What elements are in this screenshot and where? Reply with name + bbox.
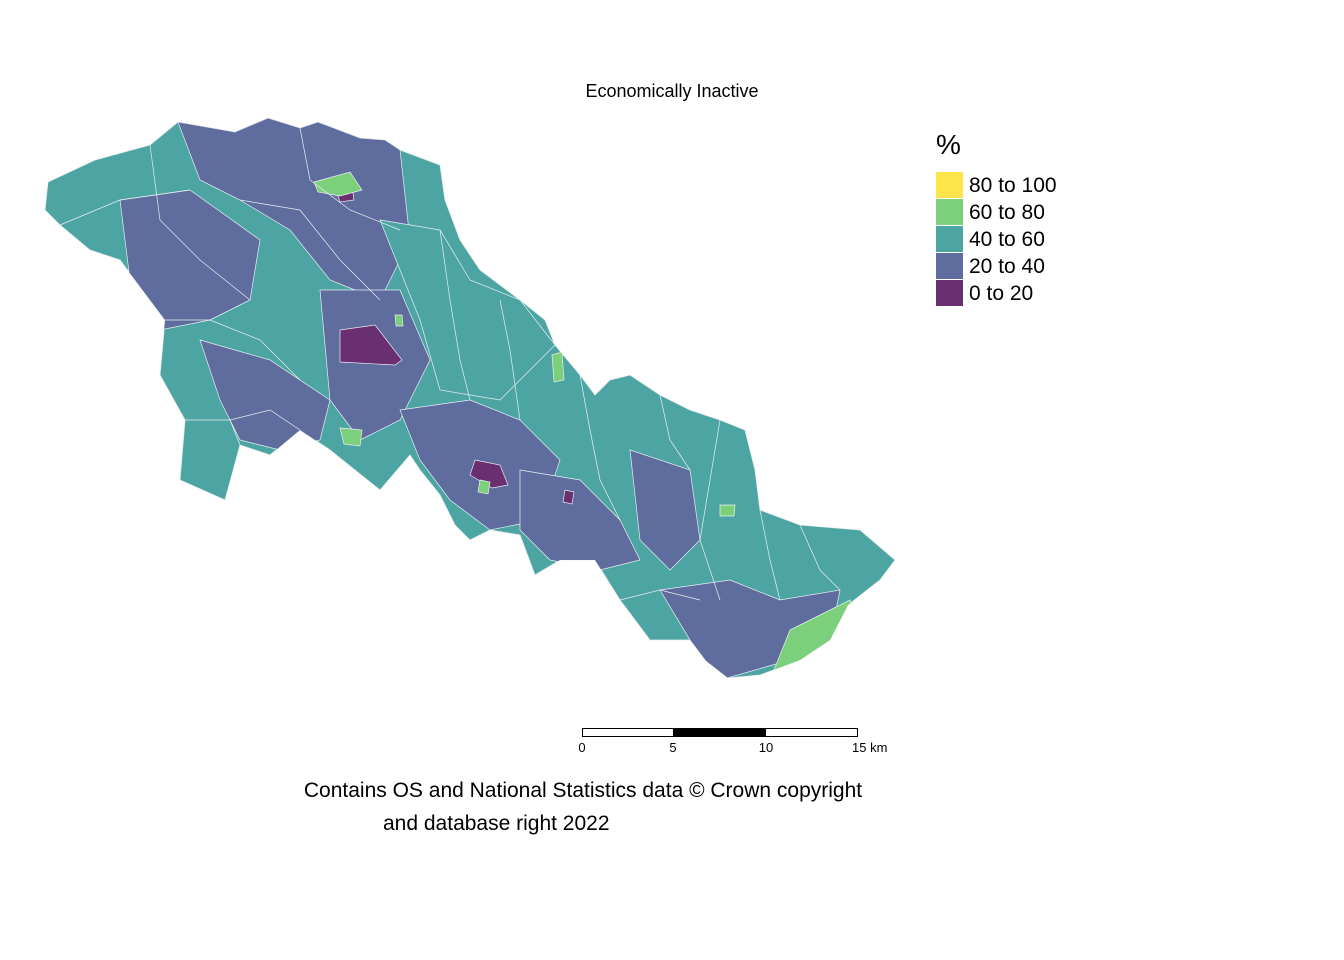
legend-label: 60 to 80 [969, 200, 1045, 224]
scale-bar-tick: 10 [758, 740, 774, 755]
district [319, 289, 431, 441]
district-boundary [499, 299, 521, 421]
district-boundary [239, 199, 381, 301]
district-boundary [229, 409, 301, 431]
scale-bar-segment [673, 728, 766, 737]
district [477, 479, 491, 495]
district [339, 324, 403, 366]
district [519, 469, 641, 571]
district-boundary [299, 127, 401, 231]
district-boundary [165, 319, 301, 381]
district-boundary [439, 229, 471, 401]
scale-bar: 0 5 10 15 km [578, 728, 900, 764]
district [719, 504, 736, 517]
district-boundary [185, 419, 241, 446]
district-boundary [699, 419, 721, 601]
legend-item-60-80: 60 to 80 [936, 199, 1057, 226]
district-boundary [619, 589, 701, 601]
district [339, 427, 363, 447]
legend-swatch [936, 172, 963, 199]
map-title: Economically Inactive [585, 81, 759, 101]
district-boundary [799, 524, 841, 591]
legend-swatch [936, 199, 963, 226]
district [379, 219, 556, 401]
attribution-line-1: Contains OS and National Statistics data… [303, 779, 863, 802]
district-boundary [149, 144, 251, 301]
scale-bar-tick: 5 [669, 740, 677, 755]
legend-swatch [936, 253, 963, 280]
legend-label: 20 to 40 [969, 254, 1045, 278]
legend-label: 80 to 100 [969, 173, 1057, 197]
district [469, 459, 509, 489]
scale-bar-tick: 15 km [852, 740, 888, 755]
district [313, 171, 363, 197]
map-region [44, 117, 896, 679]
legend-item-20-40: 20 to 40 [936, 253, 1057, 280]
legend-swatch [936, 280, 963, 307]
legend-item-80-100: 80 to 100 [936, 172, 1057, 199]
district-boundary [659, 394, 691, 471]
attribution-line-2: and database right 2022 [383, 812, 610, 835]
legend-swatch [936, 226, 963, 253]
district-boundary [759, 509, 781, 601]
attribution-text: Contains OS and National Statistics data… [280, 774, 886, 840]
district [394, 314, 404, 327]
district [629, 449, 701, 571]
legend-label: 40 to 60 [969, 227, 1045, 251]
scale-bar-segment [582, 728, 674, 737]
map-legend: % 80 to 100 60 to 80 40 to 60 20 to 40 0… [936, 128, 1057, 307]
district-polygons [59, 118, 861, 678]
district [562, 489, 575, 505]
scale-bar-segment [765, 728, 858, 737]
district-boundary [579, 374, 621, 521]
legend-label: 0 to 20 [969, 281, 1034, 305]
district-boundary [59, 189, 191, 226]
legend-title: % [936, 129, 961, 160]
legend-item-0-20: 0 to 20 [936, 280, 1057, 307]
district [551, 351, 565, 383]
scale-bar-tick: 0 [578, 740, 586, 755]
legend-item-40-60: 40 to 60 [936, 226, 1057, 253]
